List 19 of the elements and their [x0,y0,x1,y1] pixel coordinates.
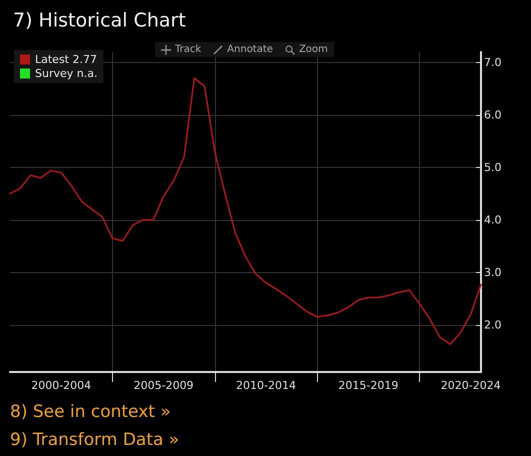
y-tick-label: 3.0 [484,266,502,279]
chart-title: 7) Historical Chart [13,10,186,32]
x-tick-label: 2010-2014 [236,379,296,392]
y-tick-label: 4.0 [484,213,502,226]
legend-label: Survey n.a. [35,67,98,80]
text: 8) See in context » [10,401,172,424]
x-tick-label: 2000-2004 [31,379,92,392]
text: 9) Transform Data » [10,429,180,452]
y-tick-label: 6.0 [484,108,502,122]
x-tick-label: 2020-2024 [440,379,501,392]
y-tick-label: 7.0 [484,56,502,69]
legend-label: Latest 2.77 [35,53,97,66]
x-tick-label: 2005-2009 [134,379,194,392]
x-tick-label: 2015-2019 [338,379,398,392]
y-tick-label: 2.0 [484,318,502,332]
y-tick-label: 5.0 [484,160,502,174]
annotation: Annotate [226,44,273,55]
annotation: Track [174,44,202,55]
annotation: Zoom [298,44,328,55]
